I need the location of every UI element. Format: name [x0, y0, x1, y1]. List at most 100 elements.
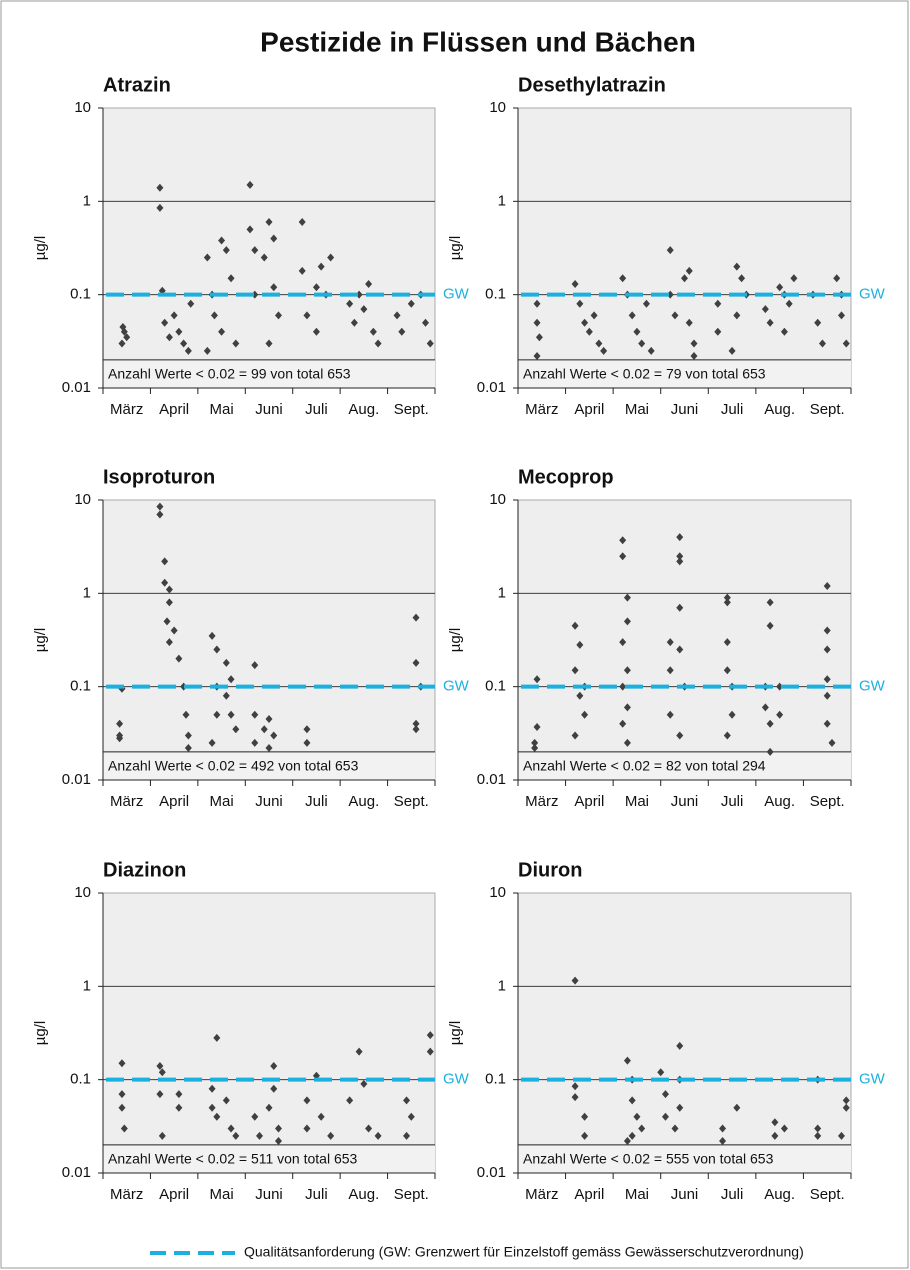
point	[265, 218, 273, 227]
point	[647, 346, 655, 355]
x-tick-label: Juli	[721, 793, 744, 810]
point	[666, 246, 674, 255]
y-tick-label: 0.01	[477, 379, 506, 396]
point	[823, 719, 831, 728]
point	[619, 682, 627, 691]
point	[842, 1096, 850, 1105]
point	[161, 318, 169, 327]
point	[175, 1103, 183, 1112]
point	[733, 311, 741, 320]
point	[426, 1031, 434, 1040]
point	[723, 638, 731, 647]
point	[165, 638, 173, 647]
point	[118, 1059, 126, 1068]
point	[412, 658, 420, 667]
y-tick-label: 10	[489, 884, 506, 901]
point	[723, 593, 731, 602]
point	[213, 1112, 221, 1121]
point	[723, 666, 731, 675]
chart-title: Diuron	[518, 859, 582, 881]
point	[265, 744, 273, 753]
point	[170, 311, 178, 320]
y-axis-label: µg/l	[447, 236, 464, 261]
x-tick-label: Mai	[209, 1186, 233, 1203]
point	[184, 346, 192, 355]
chart-title: Diazinon	[103, 859, 186, 881]
point	[576, 640, 584, 649]
plot-area	[102, 892, 436, 1174]
point	[298, 218, 306, 227]
gw-label: GW	[859, 286, 886, 303]
point	[227, 710, 235, 719]
y-tick-label: 0.01	[62, 771, 91, 788]
point	[119, 323, 127, 332]
point	[165, 585, 173, 594]
point	[714, 327, 722, 336]
point	[628, 311, 636, 320]
x-tick-label: April	[574, 401, 604, 418]
x-tick-label: Juli	[721, 1186, 744, 1203]
y-tick-label: 10	[74, 99, 91, 116]
point	[274, 1137, 282, 1146]
point	[676, 533, 684, 542]
point	[187, 299, 195, 308]
point	[531, 744, 539, 753]
point	[790, 274, 798, 283]
point	[823, 645, 831, 654]
x-tick-label: Aug.	[348, 1186, 379, 1203]
x-tick-label: Juli	[721, 401, 744, 418]
point	[623, 738, 631, 747]
point	[785, 299, 793, 308]
point	[676, 557, 684, 566]
x-tick-label: Mai	[209, 793, 233, 810]
point	[814, 318, 822, 327]
point	[232, 725, 240, 734]
point	[303, 311, 311, 320]
point	[403, 1096, 411, 1105]
point	[317, 262, 325, 271]
point	[222, 658, 230, 667]
point	[571, 621, 579, 630]
gw-label: GW	[859, 1071, 886, 1088]
point	[666, 666, 674, 675]
y-axis-label: µg/l	[32, 628, 49, 653]
point	[270, 283, 278, 292]
point	[182, 710, 190, 719]
point	[303, 725, 311, 734]
point	[227, 274, 235, 283]
point	[184, 731, 192, 740]
plot-area	[517, 499, 852, 781]
x-tick-label: Sept.	[394, 793, 429, 810]
point	[671, 1124, 679, 1133]
point	[203, 253, 211, 262]
below-threshold	[103, 359, 435, 388]
y-tick-label: 1	[83, 192, 91, 209]
annotation: Anzahl Werte < 0.02 = 99 von total 653	[108, 366, 351, 382]
y-tick-label: 1	[83, 977, 91, 994]
x-tick-label: Aug.	[764, 793, 795, 810]
point	[426, 1047, 434, 1056]
x-tick-label: Aug.	[348, 401, 379, 418]
point	[260, 253, 268, 262]
point	[116, 734, 124, 743]
point	[823, 691, 831, 700]
point	[369, 327, 377, 336]
point	[685, 266, 693, 275]
point	[175, 327, 183, 336]
point	[312, 327, 320, 336]
x-tick-label: Sept.	[810, 793, 845, 810]
y-tick-label: 10	[74, 884, 91, 901]
x-tick-label: Juni	[671, 793, 699, 810]
point	[766, 598, 774, 607]
x-tick-label: Mai	[625, 793, 649, 810]
point	[365, 280, 373, 289]
x-tick-label: Juni	[255, 1186, 283, 1203]
point	[818, 339, 826, 348]
point	[365, 1124, 373, 1133]
point	[246, 225, 254, 234]
x-tick-label: April	[574, 793, 604, 810]
point	[533, 299, 541, 308]
point	[270, 1084, 278, 1093]
point	[260, 725, 268, 734]
point	[208, 1084, 216, 1093]
